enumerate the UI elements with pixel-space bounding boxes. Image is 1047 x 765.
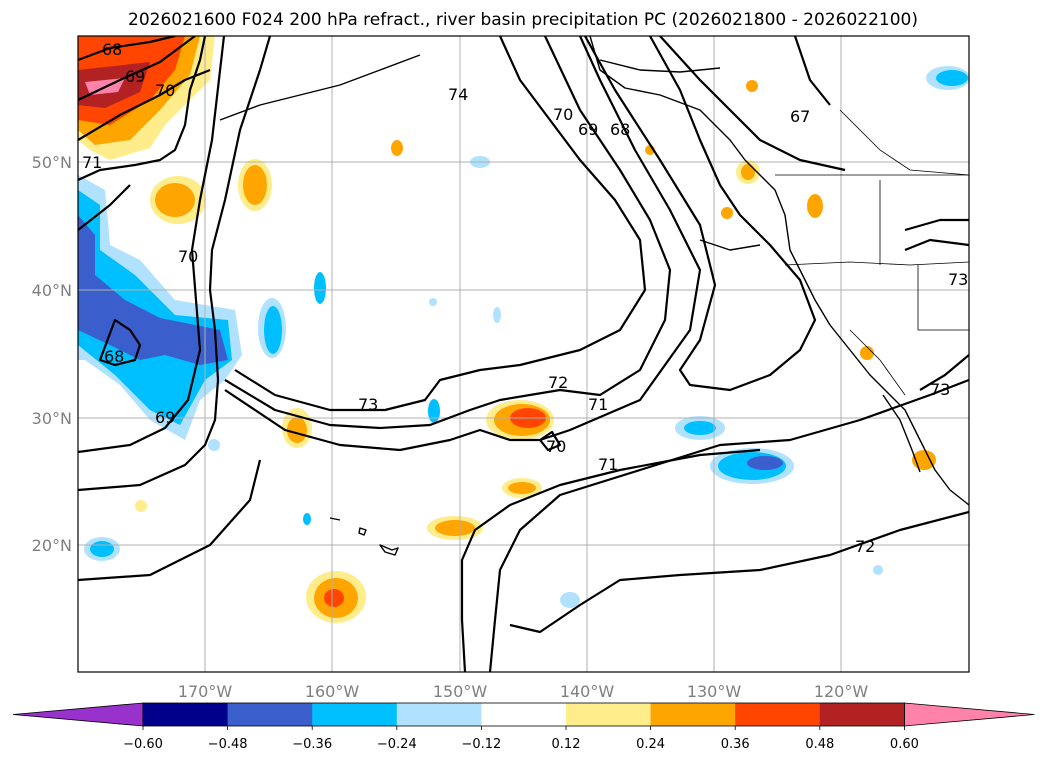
lat-label: 50°N <box>32 153 72 172</box>
contour-label: 73 <box>948 270 968 289</box>
colorbar-tick-label: 0.12 <box>552 737 581 752</box>
contour-label: 71 <box>82 153 102 172</box>
contour-label: 70 <box>178 247 198 266</box>
colorbar-extend-low <box>12 702 144 727</box>
contour-label: 69 <box>125 67 145 86</box>
contour-label: 73 <box>930 380 950 399</box>
colorbar-segment <box>566 703 652 726</box>
colorbar-tick-label: 0.36 <box>721 737 750 752</box>
contour-label: 71 <box>588 395 608 414</box>
map-content: 68 69 70 71 68 70 69 74 73 72 71 70 71 7… <box>78 36 969 672</box>
colorbar-segment <box>227 703 313 726</box>
lon-label: 140°W <box>560 682 615 701</box>
lon-label: 160°W <box>305 682 360 701</box>
contour-label: 68 <box>610 120 630 139</box>
contour-label: 69 <box>578 120 598 139</box>
contour-label: 72 <box>548 373 568 392</box>
colorbar: −0.60 −0.48 −0.36 −0.24 −0.12 0.12 0.24 0.36 0.4… <box>12 702 1035 752</box>
colorbar-segment <box>481 703 567 726</box>
contour-label: 70 <box>546 437 566 456</box>
lon-label: 120°W <box>814 682 869 701</box>
lon-label: 170°W <box>178 682 233 701</box>
colorbar-tick-label: 0.48 <box>805 737 834 752</box>
contour-label: 68 <box>104 347 124 366</box>
contour-label: 68 <box>102 40 122 59</box>
colorbar-tick-label: −0.36 <box>292 737 332 752</box>
colorbar-extend-high <box>904 702 1035 727</box>
graticule <box>78 36 969 672</box>
colorbar-frame <box>142 702 905 727</box>
refractivity-contours <box>78 36 969 672</box>
lat-label: 30°N <box>32 409 72 428</box>
contour-label: 73 <box>358 395 378 414</box>
colorbar-tick-label: −0.60 <box>123 737 163 752</box>
lon-label: 150°W <box>433 682 488 701</box>
contour-label: 67 <box>790 107 810 126</box>
colorbar-tick-label: 0.60 <box>890 737 919 752</box>
contour-label: 70 <box>155 81 175 100</box>
contour-label: 71 <box>598 455 618 474</box>
colorbar-segment <box>396 703 482 726</box>
contour-labels: 68 69 70 71 68 70 69 74 73 72 71 70 71 7… <box>82 40 968 556</box>
colorbar-segment <box>735 703 821 726</box>
contour-label: 69 <box>155 408 175 427</box>
colorbar-tick-label: −0.12 <box>461 737 501 752</box>
colorbar-segment <box>143 703 229 726</box>
precipitation-shading <box>78 36 969 623</box>
colorbar-segment <box>650 703 736 726</box>
map-frame <box>77 35 970 673</box>
latitude-labels: 50°N 40°N 30°N 20°N <box>32 153 72 555</box>
contour-label: 72 <box>855 537 875 556</box>
lat-label: 20°N <box>32 536 72 555</box>
colorbar-tick-label: 0.24 <box>636 737 665 752</box>
lon-label: 130°W <box>687 682 742 701</box>
figure-title: 2026021600 F024 200 hPa refract., river … <box>128 10 918 30</box>
lat-label: 40°N <box>32 281 72 300</box>
colorbar-tick-label: −0.24 <box>377 737 417 752</box>
colorbar-segment <box>312 703 398 726</box>
coastlines <box>219 36 969 556</box>
longitude-labels: 170°W 160°W 150°W 140°W 130°W 120°W <box>178 682 869 701</box>
colorbar-tick-label: −0.48 <box>208 737 248 752</box>
contour-label: 70 <box>553 105 573 124</box>
colorbar-segment <box>819 703 905 726</box>
contour-label: 74 <box>448 85 468 104</box>
borders <box>775 109 969 396</box>
